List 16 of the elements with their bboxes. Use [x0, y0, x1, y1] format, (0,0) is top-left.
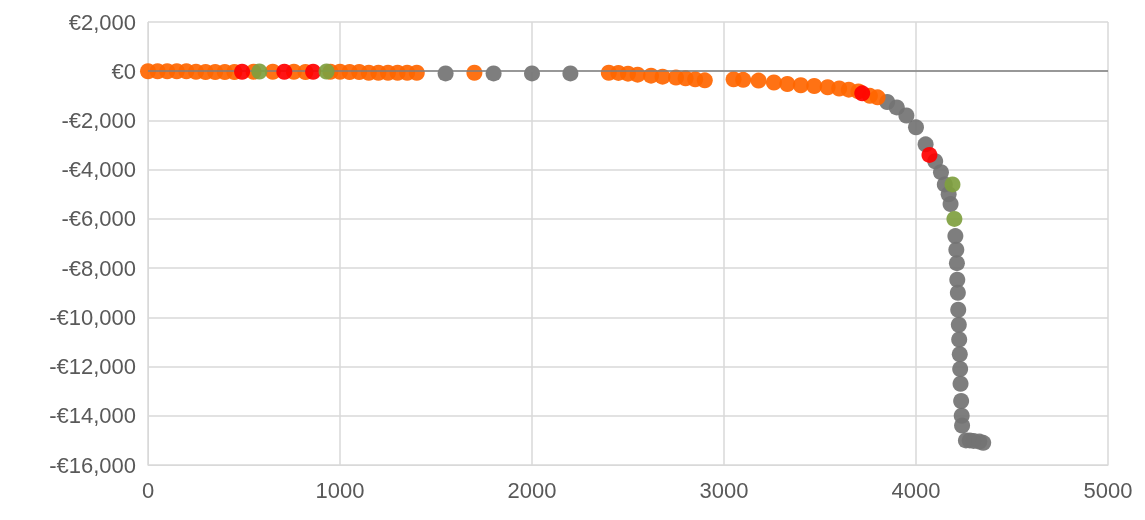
y-tick-label: -€8,000 — [61, 255, 136, 281]
x-tick-label: 2000 — [507, 477, 557, 503]
y-tick-label: €0 — [111, 58, 136, 84]
x-tick-label: 4000 — [891, 477, 941, 503]
y-tick-label: -€4,000 — [61, 157, 136, 183]
y-tick-label: €2,000 — [68, 9, 136, 35]
y-tick-label: -€14,000 — [49, 403, 136, 429]
x-tick-label: 1000 — [315, 477, 365, 503]
y-tick-label: -€6,000 — [61, 206, 136, 232]
x-tick-label: 0 — [141, 477, 155, 503]
y-tick-label: -€12,000 — [49, 354, 136, 380]
y-tick-label: -€10,000 — [49, 304, 136, 330]
y-tick-label: -€2,000 — [61, 107, 136, 133]
y-tick-label: -€16,000 — [49, 452, 136, 478]
x-tick-label: 5000 — [1083, 477, 1133, 503]
x-tick-label: 3000 — [699, 477, 749, 503]
